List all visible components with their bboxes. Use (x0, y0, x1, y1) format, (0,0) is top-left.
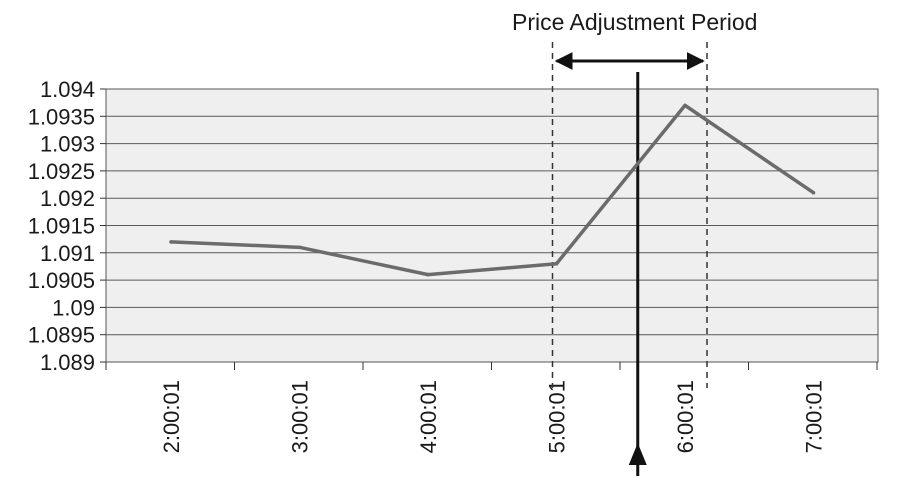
price-adjustment-annotation: Price Adjustment Period (512, 9, 757, 476)
data-point (426, 272, 430, 277)
x-tick-label: 7:00:01 (802, 380, 827, 453)
data-point (683, 103, 687, 108)
y-tick-label: 1.094 (40, 77, 95, 102)
x-axis: 2:00:01 3:00:01 4:00:01 5:00:01 6:00:01 7:00:… (105, 362, 878, 453)
event-marker-arrowhead (628, 443, 647, 465)
y-tick-label: 1.089 (40, 350, 95, 375)
x-tick-label: 5:00:01 (545, 380, 570, 453)
data-point (169, 240, 173, 244)
y-axis: 1.0891.08951.091.09051.0911.09151.0921.0… (28, 77, 106, 375)
y-tick-label: 1.0905 (28, 268, 95, 293)
data-point (811, 190, 816, 195)
data-point (554, 261, 559, 266)
x-tick-label: 4:00:01 (416, 380, 441, 453)
y-tick-label: 1.09 (52, 295, 95, 320)
series-line (170, 103, 815, 277)
y-tick-label: 1.092 (40, 186, 95, 211)
series-points (169, 103, 816, 277)
period-label: Price Adjustment Period (512, 9, 757, 35)
y-tick-label: 1.093 (40, 132, 95, 157)
x-tick-label: 6:00:01 (673, 380, 698, 453)
data-point (297, 245, 302, 250)
gridlines (106, 115, 878, 336)
x-tick-label: 3:00:01 (288, 380, 313, 453)
y-tick-label: 1.0915 (28, 214, 95, 239)
y-tick-label: 1.0895 (28, 323, 95, 348)
y-tick-label: 1.091 (40, 241, 95, 266)
y-tick-label: 1.0925 (28, 159, 95, 184)
y-tick-label: 1.0935 (28, 104, 95, 129)
x-tick-label: 2:00:01 (159, 380, 184, 453)
